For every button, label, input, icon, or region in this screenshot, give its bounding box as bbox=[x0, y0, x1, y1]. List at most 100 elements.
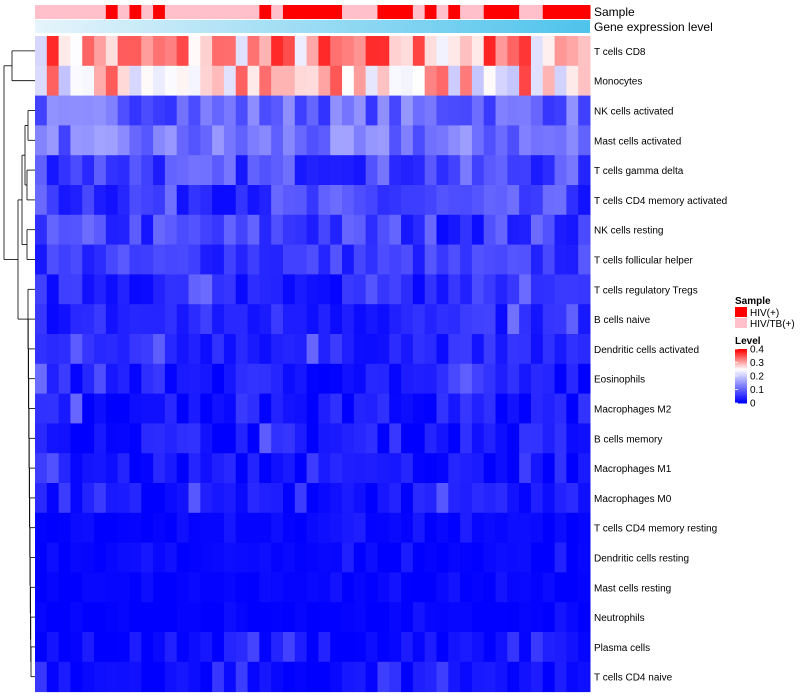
heatmap-cell bbox=[448, 632, 461, 663]
heatmap-cell bbox=[212, 542, 225, 573]
heatmap-cell bbox=[105, 334, 119, 365]
heatmap-cell bbox=[471, 602, 485, 633]
heatmap-cell bbox=[82, 423, 95, 454]
heatmap-cell bbox=[212, 512, 225, 544]
heatmap-cell bbox=[247, 334, 260, 365]
heatmap-cell bbox=[129, 483, 142, 514]
heatmap-cell bbox=[412, 483, 426, 514]
heatmap-cell bbox=[247, 244, 260, 275]
heatmap-cell bbox=[436, 304, 449, 335]
heatmap-cell bbox=[353, 65, 367, 97]
heatmap-cell bbox=[164, 155, 178, 186]
heatmap-cell bbox=[82, 185, 95, 216]
row-label: NK cells activated bbox=[594, 107, 673, 118]
heatmap-cell bbox=[530, 36, 544, 67]
heatmap-cell bbox=[519, 65, 532, 97]
heatmap-cell bbox=[129, 542, 142, 573]
heatmap-cell bbox=[141, 185, 154, 216]
heatmap-cell bbox=[353, 602, 367, 633]
sample-annotation-cell bbox=[542, 5, 556, 19]
row-label: Mast cells activated bbox=[594, 136, 681, 147]
sample-annotation-cell bbox=[259, 5, 272, 19]
heatmap-cell bbox=[389, 65, 402, 97]
heatmap-cell bbox=[223, 185, 237, 216]
heatmap-cell bbox=[176, 155, 190, 186]
heatmap-cell bbox=[223, 95, 237, 126]
heatmap-cell bbox=[330, 542, 343, 573]
heatmap-cell bbox=[389, 483, 402, 514]
heatmap-cell bbox=[200, 602, 213, 633]
heatmap-cell bbox=[212, 155, 225, 186]
heatmap-cell bbox=[235, 453, 249, 484]
heatmap-cell bbox=[530, 95, 544, 126]
heatmap-cell bbox=[259, 95, 272, 126]
legend-hivtb-label: HIV/TB(+) bbox=[750, 319, 795, 330]
sample-annotation-cell bbox=[282, 5, 296, 19]
row-dendrogram bbox=[3, 50, 35, 678]
heatmap-cell bbox=[70, 363, 83, 395]
heatmap-cell bbox=[153, 423, 166, 454]
heatmap-cell bbox=[259, 661, 272, 693]
heatmap-cell bbox=[117, 632, 130, 663]
heatmap-cell bbox=[223, 542, 237, 573]
heatmap-cell bbox=[176, 602, 190, 633]
sample-annotation-cell bbox=[318, 5, 331, 19]
heatmap-cell bbox=[129, 423, 142, 454]
heatmap-cell bbox=[342, 36, 355, 67]
heatmap-cell bbox=[530, 334, 544, 365]
heatmap-cell bbox=[259, 334, 272, 365]
heatmap-cell bbox=[94, 185, 107, 216]
heatmap-cell bbox=[412, 304, 426, 335]
expression-annotation-bar bbox=[35, 20, 590, 33]
row-label: Dendritic cells activated bbox=[594, 345, 699, 356]
heatmap-cell bbox=[294, 185, 308, 216]
heatmap-cell bbox=[46, 274, 60, 305]
heatmap-cell bbox=[212, 274, 225, 305]
heatmap-cell bbox=[365, 542, 378, 573]
heatmap-cell bbox=[271, 363, 284, 395]
heatmap-cell bbox=[530, 602, 544, 633]
heatmap-cell bbox=[389, 453, 402, 484]
heatmap-cell bbox=[318, 36, 331, 67]
heatmap-cell bbox=[495, 632, 508, 663]
heatmap-cell bbox=[188, 632, 201, 663]
heatmap-cell bbox=[389, 542, 402, 573]
heatmap-cell bbox=[424, 602, 437, 633]
heatmap-cell bbox=[412, 334, 426, 365]
heatmap-cell bbox=[483, 334, 497, 365]
sample-annotation-cell bbox=[153, 5, 166, 19]
sample-annotation-cell bbox=[483, 5, 497, 19]
heatmap-cell bbox=[35, 244, 48, 275]
heatmap-cell bbox=[164, 334, 178, 365]
heatmap-cell bbox=[271, 542, 284, 573]
heatmap-cell bbox=[389, 334, 402, 365]
heatmap-cell bbox=[412, 363, 426, 395]
legend-color-step bbox=[735, 363, 747, 366]
heatmap-cell bbox=[35, 453, 48, 484]
heatmap-cell bbox=[530, 512, 544, 544]
heatmap-cell bbox=[342, 125, 355, 156]
heatmap-cell bbox=[212, 244, 225, 275]
heatmap-cell bbox=[483, 244, 497, 275]
heatmap-cell bbox=[566, 95, 579, 126]
heatmap-cell bbox=[188, 602, 201, 633]
heatmap-cell bbox=[188, 661, 201, 693]
heatmap-cell bbox=[530, 572, 544, 603]
heatmap-cell bbox=[401, 274, 414, 305]
heatmap-cell bbox=[212, 453, 225, 484]
heatmap-cell bbox=[82, 363, 95, 395]
heatmap-cell bbox=[424, 483, 437, 514]
heatmap-cell bbox=[117, 334, 130, 365]
heatmap-cell bbox=[542, 95, 556, 126]
heatmap-cell bbox=[46, 453, 60, 484]
heatmap-cell bbox=[578, 304, 591, 335]
heatmap-cell bbox=[46, 661, 60, 693]
heatmap-cell bbox=[188, 483, 201, 514]
heatmap-cell bbox=[247, 632, 260, 663]
heatmap-cell bbox=[436, 65, 449, 97]
heatmap-cell bbox=[294, 65, 308, 97]
heatmap-cell bbox=[377, 393, 390, 424]
heatmap-cell bbox=[342, 304, 355, 335]
sample-annotation-cell bbox=[353, 5, 367, 19]
